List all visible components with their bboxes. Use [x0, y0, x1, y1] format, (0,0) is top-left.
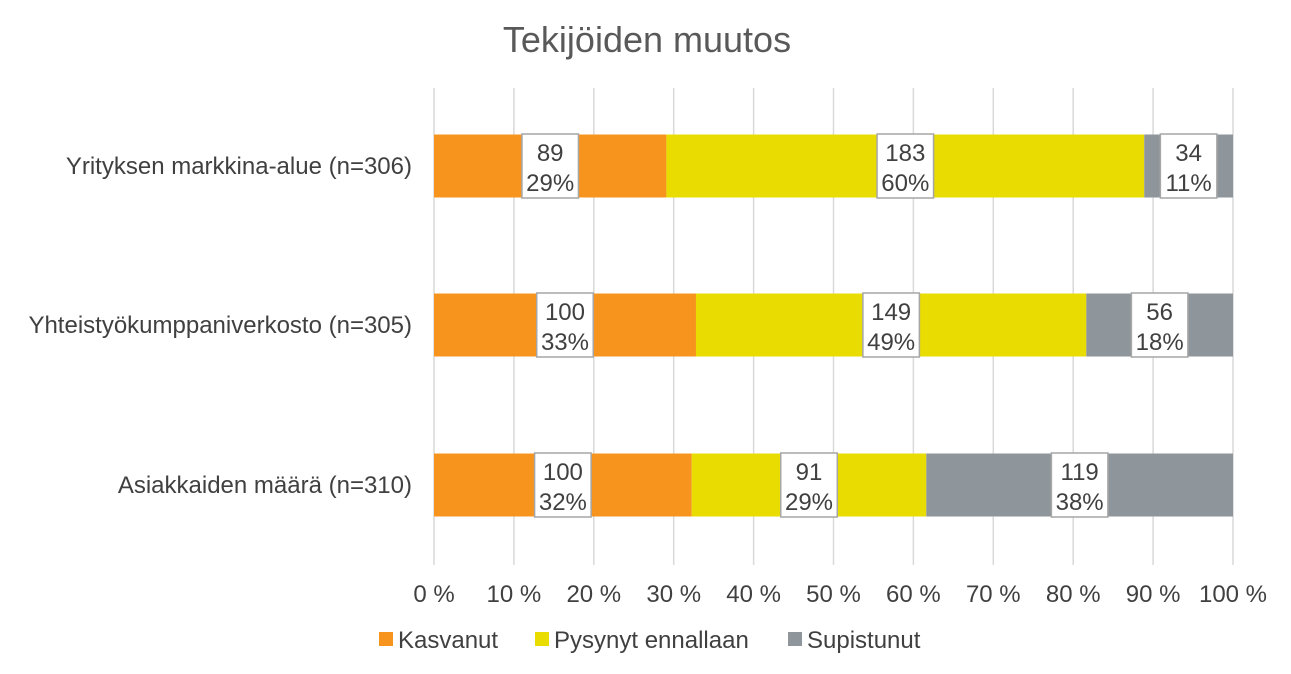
- category-label: Asiakkaiden määrä (n=310): [118, 472, 412, 499]
- x-tick-label: 100 %: [1199, 581, 1267, 608]
- percent-label: 49%: [867, 329, 915, 356]
- count-label: 100: [545, 299, 585, 326]
- legend-item: Kasvanut: [379, 627, 498, 654]
- legend-swatch: [535, 632, 549, 646]
- category-label: Yhteistyökumppaniverkosto (n=305): [28, 312, 412, 339]
- legend-item: Pysynyt ennallaan: [535, 627, 749, 654]
- count-label: 183: [885, 140, 925, 167]
- count-label: 119: [1061, 459, 1099, 486]
- legend-label: Supistunut: [807, 627, 921, 654]
- x-tick-label: 0 %: [413, 581, 454, 608]
- percent-label: 18%: [1136, 329, 1184, 356]
- x-tick-label: 40 %: [726, 581, 781, 608]
- x-axis-tick-labels: 0 % 10 % 20 % 30 % 40 % 50 % 60 % 70 % 80 % 90 % 1…: [413, 581, 1267, 608]
- chart-title: Tekijöiden muutos: [503, 19, 791, 60]
- count-label: 149: [871, 299, 911, 326]
- count-label: 91: [796, 459, 823, 486]
- data-label-box: [1159, 133, 1218, 199]
- percent-label: 29%: [785, 489, 833, 516]
- legend-swatch: [379, 632, 393, 646]
- legend-swatch: [788, 632, 802, 646]
- percent-label: 29%: [526, 170, 574, 197]
- x-tick-label: 60 %: [886, 581, 941, 608]
- data-label-box: [1050, 452, 1109, 518]
- data-label-box: [535, 292, 594, 358]
- x-tick-label: 30 %: [646, 581, 701, 608]
- count-label: 100: [543, 459, 583, 486]
- category-labels: Yrityksen markkina-alue (n=306) Yhteistyö…: [28, 153, 412, 499]
- x-tick-label: 90 %: [1126, 581, 1181, 608]
- category-label: Yrityksen markkina-alue (n=306): [66, 153, 412, 180]
- percent-label: 38%: [1056, 489, 1104, 516]
- x-tick-label: 50 %: [806, 581, 861, 608]
- count-label: 89: [537, 140, 564, 167]
- data-label-box: [533, 452, 592, 518]
- data-label-box: [1130, 292, 1189, 358]
- count-label: 56: [1146, 299, 1173, 326]
- percent-label: 60%: [881, 170, 929, 197]
- x-tick-label: 10 %: [487, 581, 542, 608]
- legend-item: Supistunut: [788, 627, 921, 654]
- x-tick-label: 70 %: [966, 581, 1021, 608]
- count-label: 34: [1175, 140, 1202, 167]
- legend-label: Kasvanut: [398, 627, 498, 654]
- percent-label: 32%: [539, 489, 587, 516]
- data-label-box: [862, 292, 921, 358]
- data-label-box: [521, 133, 580, 199]
- legend-label: Pysynyt ennallaan: [554, 627, 749, 654]
- x-tick-label: 20 %: [566, 581, 621, 608]
- data-labels: 8929%18360%3411%10033%14949%5618%10032%9…: [521, 133, 1218, 518]
- x-tick-label: 80 %: [1046, 581, 1101, 608]
- percent-label: 33%: [541, 329, 589, 356]
- percent-label: 11%: [1165, 170, 1211, 197]
- data-label-box: [876, 133, 935, 199]
- legend: Kasvanut Pysynyt ennallaan Supistunut: [379, 627, 921, 654]
- data-label-box: [780, 452, 839, 518]
